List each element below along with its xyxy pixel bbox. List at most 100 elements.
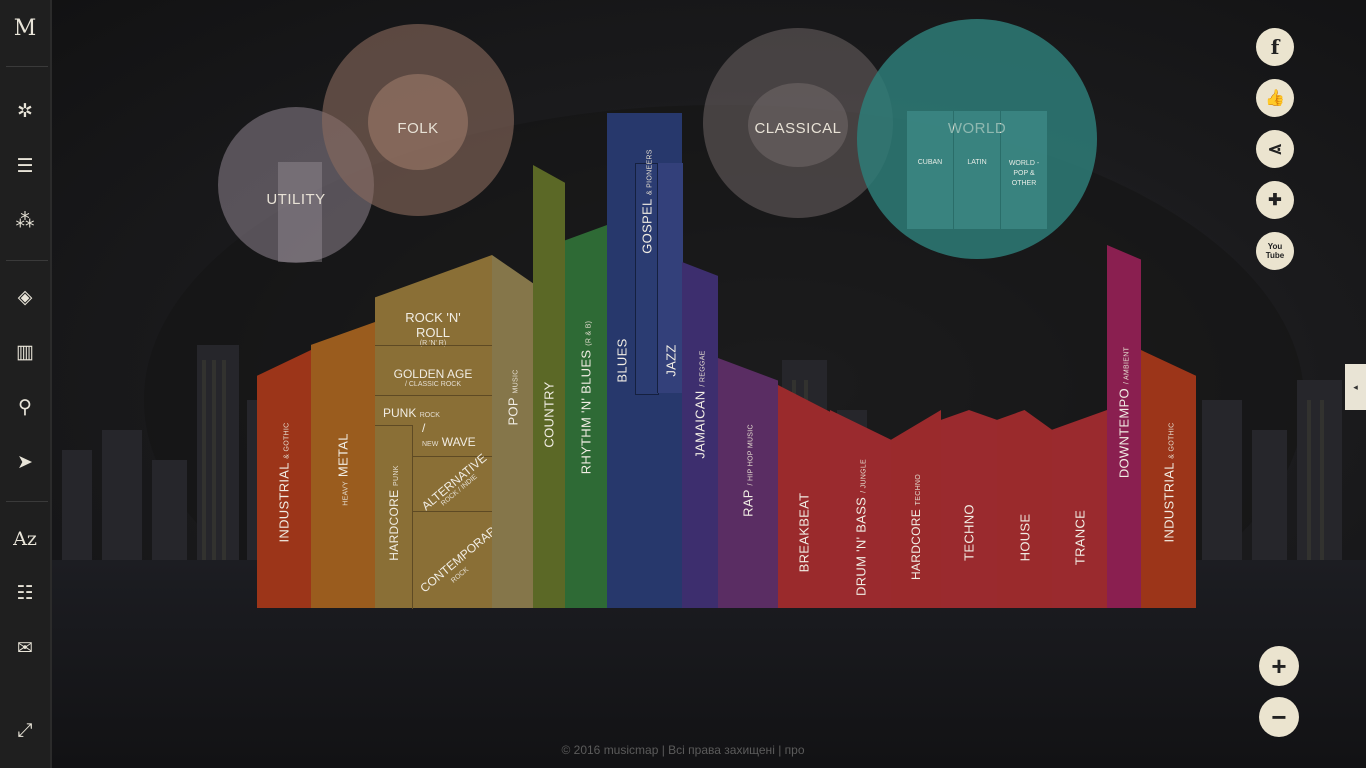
- world-sub-label: CUBAN: [917, 159, 943, 166]
- genre-label: HOUSE: [1017, 513, 1032, 562]
- play-route-icon[interactable]: ➤: [17, 451, 33, 473]
- genre-rocknroll[interactable]: ROCK 'N' ROLL (R 'N' R): [390, 310, 476, 347]
- genre-label: BLUES: [614, 338, 630, 383]
- sidebar-divider: [6, 260, 48, 261]
- genre-sublabel: & GOTHIC: [1168, 422, 1175, 459]
- zoom-in-button[interactable]: +: [1259, 646, 1299, 686]
- genre-sublabel: (R 'N' R): [419, 340, 447, 347]
- genre-sublabel: TECHNO: [915, 473, 922, 506]
- genre-label: ROCK 'N' ROLL: [405, 310, 461, 340]
- genre-pop[interactable]: POP MUSIC: [492, 255, 533, 608]
- genre-industrial-right[interactable]: INDUSTRIAL & GOTHIC: [1141, 350, 1196, 608]
- genre-divider: [375, 345, 492, 346]
- sidebar: M ✲ ☰ ⁂ ◈ ▥ ⚲ ➤ Az ☷ ✉ ⤢: [0, 0, 52, 768]
- utility-stripe: [278, 162, 322, 262]
- compass-icon[interactable]: ✲: [17, 100, 33, 122]
- genre-sublabel: / JUNGLE: [860, 459, 867, 493]
- genre-label: CONTEMPORARY: [417, 518, 505, 596]
- genre-golden-age[interactable]: GOLDEN AGE / CLASSIC ROCK: [390, 367, 476, 388]
- list-icon[interactable]: ☰: [16, 155, 34, 177]
- genre-label: INDUSTRIAL: [276, 462, 292, 543]
- genre-sublabel: HEAVY: [342, 481, 350, 506]
- genre-breakbeat[interactable]: BREAKBEAT: [778, 385, 830, 608]
- music-map-stage: INDUSTRIAL & GOTHIC HEAVY METAL ROCK 'N'…: [52, 0, 1366, 768]
- search-icon[interactable]: ⚲: [18, 396, 32, 418]
- genre-label: INDUSTRIAL: [1161, 462, 1176, 543]
- genre-house[interactable]: HOUSE: [997, 410, 1052, 608]
- fullscreen-icon[interactable]: ⤢: [17, 720, 33, 741]
- genre-label: TRANCE: [1072, 509, 1087, 566]
- genre-slash: /: [422, 421, 426, 435]
- genre-downtempo[interactable]: DOWNTEMPO / AMBIENT: [1107, 245, 1141, 608]
- genre-label: JAMAICAN: [692, 390, 708, 459]
- network-icon[interactable]: ⁂: [15, 210, 35, 232]
- genre-label: DOWNTEMPO: [1116, 388, 1132, 479]
- genre-label: GOSPEL: [639, 198, 655, 254]
- genre-label: DRUM 'N' BASS: [853, 496, 868, 596]
- circle-label: UTILITY: [266, 191, 326, 208]
- world-sub-latin[interactable]: LATIN: [954, 111, 1000, 229]
- like-icon[interactable]: 👍: [1256, 79, 1294, 117]
- circle-label: CLASSICAL: [754, 120, 842, 137]
- circle-world[interactable]: WORLD CUBAN LATIN WORLD - POP & OTHER: [857, 19, 1097, 259]
- world-sub-pop-other[interactable]: WORLD - POP & OTHER: [1001, 111, 1047, 229]
- genre-label: GOLDEN AGE: [393, 367, 473, 381]
- genre-divider: [375, 395, 492, 396]
- genre-label: RHYTHM 'N' BLUES: [578, 349, 594, 475]
- genre-sublabel: & GOTHIC: [283, 422, 291, 459]
- footer-about-link[interactable]: про: [784, 743, 805, 757]
- genre-rap[interactable]: RAP / HIP HOP MUSIC: [718, 358, 778, 608]
- genre-label: POP: [505, 397, 520, 426]
- genre-label: METAL: [335, 433, 351, 478]
- genre-country[interactable]: COUNTRY: [533, 165, 565, 608]
- circle-folk[interactable]: FOLK: [322, 24, 514, 216]
- side-panel-toggle[interactable]: ◂: [1345, 364, 1366, 410]
- world-sub-cuban[interactable]: CUBAN: [907, 111, 953, 229]
- genre-gospel[interactable]: GOSPEL & PIONEERS: [635, 149, 659, 395]
- genre-label: HARDCORE: [909, 508, 923, 581]
- genre-label: RAP: [740, 489, 756, 517]
- genre-contemporary[interactable]: CONTEMPORARY ROCK: [412, 511, 505, 609]
- genre-jamaican[interactable]: JAMAICAN / REGGAE: [682, 262, 718, 608]
- genre-sublabel: / HIP HOP MUSIC: [747, 424, 755, 486]
- genre-label: WAVE: [441, 435, 476, 449]
- genre-hardcore-techno[interactable]: HARDCORE TECHNO: [891, 410, 941, 608]
- circle-label: FOLK: [397, 120, 439, 137]
- facebook-icon[interactable]: f: [1256, 28, 1294, 66]
- twitter-share-icon[interactable]: ⋖: [1256, 130, 1294, 168]
- genre-sublabel: MUSIC: [512, 369, 519, 394]
- twitter-follow-icon[interactable]: ✚: [1256, 181, 1294, 219]
- genre-sublabel: / REGGAE: [699, 350, 707, 387]
- index-icon[interactable]: ☷: [16, 582, 34, 604]
- genre-rnb[interactable]: RHYTHM 'N' BLUES (R & B): [565, 225, 607, 608]
- zoom-out-button[interactable]: −: [1259, 697, 1299, 737]
- sidebar-divider: [6, 501, 48, 502]
- musicmap-logo[interactable]: M: [13, 15, 37, 41]
- bar-chart-icon[interactable]: ▥: [16, 341, 34, 363]
- genre-hardcore-punk[interactable]: HARDCORE PUNK: [375, 425, 413, 609]
- genre-label: ALTERNATIVE: [418, 450, 490, 514]
- genre-techno[interactable]: TECHNO: [941, 410, 997, 608]
- genre-map: INDUSTRIAL & GOTHIC HEAVY METAL ROCK 'N'…: [52, 0, 1366, 768]
- sidebar-divider: [6, 66, 48, 67]
- genre-alternative[interactable]: ALTERNATIVE ROCK / INDIE: [412, 451, 492, 513]
- genre-industrial-left[interactable]: INDUSTRIAL & GOTHIC: [257, 350, 311, 608]
- youtube-icon[interactable]: You Tube: [1256, 232, 1294, 270]
- mail-icon[interactable]: ✉: [17, 637, 33, 659]
- genre-sublabel: NEW: [422, 441, 439, 448]
- folk-inner-circle: [368, 74, 468, 170]
- genre-label: BREAKBEAT: [796, 492, 812, 573]
- alphabet-icon[interactable]: Az: [13, 528, 37, 550]
- genre-new-wave[interactable]: / NEW WAVE: [422, 421, 476, 449]
- world-sub-label: LATIN: [967, 159, 987, 166]
- genre-sublabel: (R & B): [585, 320, 593, 346]
- genre-trance[interactable]: TRANCE: [1052, 410, 1107, 608]
- genre-dnb[interactable]: DRUM 'N' BASS / JUNGLE: [830, 410, 891, 608]
- genre-label: TECHNO: [961, 504, 977, 561]
- genre-jazz[interactable]: JAZZ: [657, 163, 683, 393]
- footer: © 2016 musicmap | Всі права захищені | п…: [0, 743, 1366, 757]
- genre-metal[interactable]: HEAVY METAL: [311, 322, 375, 608]
- genre-label: JAZZ: [663, 344, 678, 377]
- layers-icon[interactable]: ◈: [17, 286, 33, 308]
- genre-punk[interactable]: PUNK ROCK: [383, 406, 440, 420]
